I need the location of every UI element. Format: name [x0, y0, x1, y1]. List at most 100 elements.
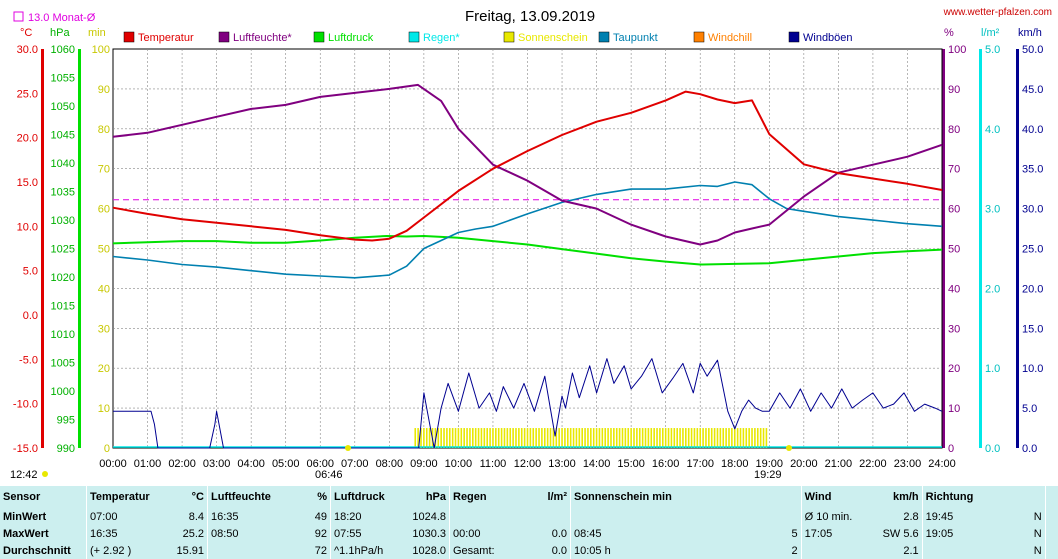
- min-wind-time: Ø 10 min.: [800, 508, 868, 525]
- tick-label-wind: 35.0: [1022, 164, 1043, 176]
- tick-label-time: 09:00: [410, 458, 438, 470]
- header-direction-spacer: [989, 486, 1046, 508]
- legend-label: Windböen: [803, 32, 853, 44]
- tick-label-minutes: 20: [98, 363, 110, 375]
- header-wind-unit: km/h: [892, 491, 919, 503]
- summary-row-max: MaxWert 16:35 25.2 08:50 92 07:55 1030.3…: [0, 525, 1058, 542]
- min-press-value: 1024.8: [412, 510, 446, 523]
- min-wind-value: 2.8: [903, 510, 919, 523]
- tick-label-time: 07:00: [341, 458, 369, 470]
- legend-swatch: [408, 31, 420, 43]
- min-press-time: 18:20: [330, 508, 397, 525]
- tick-label-humidity: 60: [948, 204, 960, 216]
- tick-label-wind: 30.0: [1022, 204, 1043, 216]
- avg-press-time: ^1.1hPa/h: [330, 542, 397, 559]
- tick-label-wind: 45.0: [1022, 84, 1043, 96]
- tick-label-humidity: 20: [948, 363, 960, 375]
- tick-label-temperature: -5.0: [19, 354, 38, 366]
- tick-label-time: 23:00: [894, 458, 922, 470]
- sunset-icon: [786, 445, 792, 451]
- tick-label-rain: 3.0: [985, 204, 1000, 216]
- tick-label-time: 22:00: [859, 458, 887, 470]
- tick-label-time: 08:00: [376, 458, 404, 470]
- unit-min: min: [88, 27, 106, 39]
- summary-row-min: MinWert 07:00 8.4 16:35 49 18:20 1024.8 …: [0, 508, 1058, 525]
- header-direction: Richtung: [921, 486, 989, 508]
- sunrise-time: 06:46: [315, 469, 343, 481]
- legend: Temperatur Luftfeuchte* Luftdruck Regen* Son…: [123, 31, 853, 44]
- tick-label-time: 24:00: [928, 458, 956, 470]
- tick-label-time: 12:00: [514, 458, 542, 470]
- avg-temp-value: 15.91: [176, 544, 204, 557]
- max-press-time: 07:55: [330, 525, 397, 542]
- tick-label-humidity: 50: [948, 244, 960, 256]
- tick-label-pressure: 1015: [51, 301, 75, 313]
- min-rain-time: [449, 508, 516, 525]
- tick-label-time: 14:00: [583, 458, 611, 470]
- avg-sun-value: 2: [791, 544, 798, 557]
- summary-spacer: [1044, 525, 1058, 542]
- header-wind: Wind: [800, 486, 868, 508]
- tick-label-minutes: 0: [104, 443, 110, 455]
- avg-dir-value: N: [1033, 544, 1042, 557]
- max-sun-value: 5: [791, 527, 798, 540]
- tick-label-humidity: 0: [948, 443, 954, 455]
- legend-label: Luftfeuchte*: [233, 32, 292, 44]
- tick-label-pressure: 1055: [51, 73, 75, 85]
- tick-label-time: 06:00: [306, 458, 334, 470]
- tick-label-humidity: 30: [948, 323, 960, 335]
- summary-spacer: [1044, 542, 1058, 559]
- current-time: 12:42: [10, 469, 38, 481]
- avg-wind-value: 2.1: [903, 544, 919, 557]
- tick-label-minutes: 10: [98, 403, 110, 415]
- tick-label-time: 11:00: [480, 458, 507, 470]
- tick-label-rain: 5.0: [985, 44, 1000, 56]
- sunrise-icon: [345, 445, 351, 451]
- tick-label-rain: 1.0: [985, 363, 1000, 375]
- weather-chart: Freitag, 13.09.2019 www.wetter-pfalzen.c…: [10, 7, 1052, 481]
- tick-label-minutes: 70: [98, 164, 110, 176]
- series-layer: [112, 83, 943, 449]
- tick-label-time: 13:00: [548, 458, 576, 470]
- tick-label-time: 00:00: [99, 458, 127, 470]
- min-rain-value: [516, 508, 571, 525]
- unit-percent: %: [944, 27, 954, 39]
- tick-label-time: 15:00: [617, 458, 645, 470]
- tick-label-wind: 25.0: [1022, 244, 1043, 256]
- tick-label-pressure: 990: [57, 443, 75, 455]
- summary-spacer: [1044, 508, 1058, 525]
- tick-label-temperature: 25.0: [17, 88, 38, 100]
- tick-label-rain: 0.0: [985, 443, 1000, 455]
- unit-rain: l/m²: [981, 27, 1000, 39]
- wind-gust-series-line: [113, 358, 943, 449]
- tick-label-minutes: 40: [98, 283, 110, 295]
- summary-panel: Sensor Temperatur °C Luftfeuchte % Luftd…: [0, 486, 1058, 559]
- tick-label-temperature: -15.0: [13, 443, 38, 455]
- tick-label-minutes: 80: [98, 124, 110, 136]
- tick-label-pressure: 1060: [51, 44, 75, 56]
- tick-label-time: 19:00: [756, 458, 784, 470]
- max-dir-value: N: [1033, 527, 1042, 540]
- legend-label: Sonnenschein: [518, 32, 588, 44]
- tick-label-temperature: 30.0: [17, 44, 38, 56]
- max-wind-value: SW 5.6: [882, 527, 919, 540]
- current-time-icon: [42, 471, 48, 477]
- max-temp-value: 25.2: [182, 527, 204, 540]
- website-link[interactable]: www.wetter-pfalzen.com: [943, 7, 1052, 18]
- min-hum-time: 16:35: [207, 508, 284, 525]
- legend-label: Taupunkt: [613, 32, 658, 44]
- min-temp-value: 8.4: [188, 510, 204, 523]
- legend-swatch: [598, 31, 610, 43]
- legend-label: Windchill: [708, 32, 752, 44]
- min-sun-value: [749, 508, 801, 525]
- tick-label-time: 17:00: [686, 458, 714, 470]
- row-label: MinWert: [3, 510, 47, 523]
- tick-label-pressure: 995: [57, 415, 75, 427]
- legend-swatch: [503, 31, 515, 43]
- summary-table: Sensor Temperatur °C Luftfeuchte % Luftd…: [0, 486, 1058, 559]
- unit-celsius: °C: [20, 27, 32, 39]
- min-hum-value: 49: [314, 510, 327, 523]
- tick-label-wind: 50.0: [1022, 44, 1043, 56]
- axis-bar-temperature: [41, 49, 44, 448]
- monthly-avg-icon: [13, 11, 24, 22]
